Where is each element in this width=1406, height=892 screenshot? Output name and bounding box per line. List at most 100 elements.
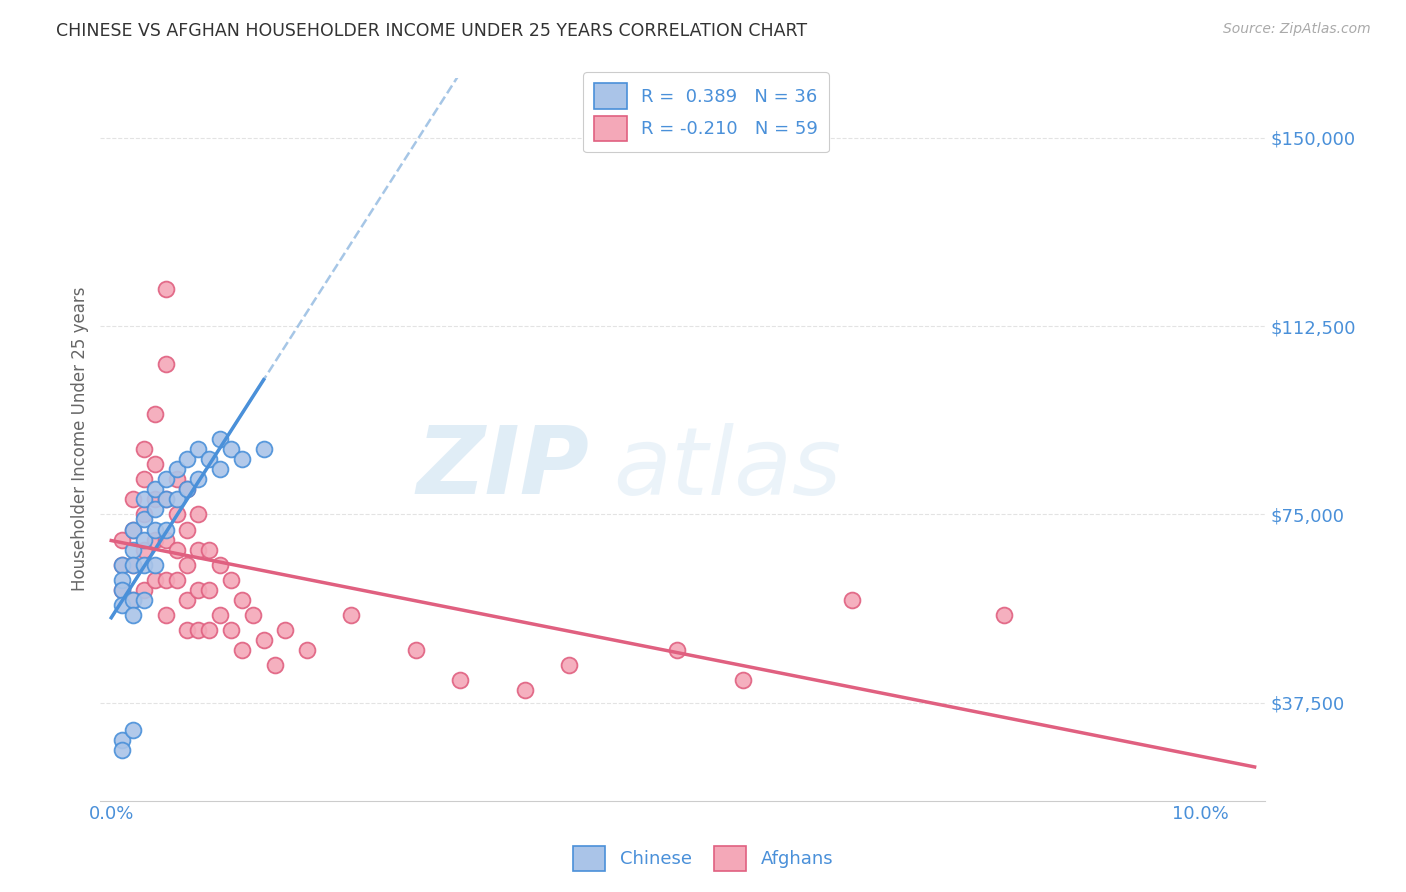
Point bbox=[187, 582, 209, 597]
Point bbox=[449, 673, 471, 687]
Point bbox=[166, 492, 188, 507]
Point bbox=[111, 582, 134, 597]
Point bbox=[253, 442, 276, 457]
Point bbox=[263, 658, 285, 673]
Point bbox=[143, 558, 166, 572]
Point bbox=[132, 533, 155, 547]
Point bbox=[132, 592, 155, 607]
Point bbox=[155, 607, 177, 622]
Point bbox=[405, 643, 427, 657]
Point bbox=[231, 643, 253, 657]
Point bbox=[122, 592, 145, 607]
Point bbox=[143, 502, 166, 516]
Point bbox=[176, 623, 198, 637]
Point bbox=[122, 592, 145, 607]
Point bbox=[132, 512, 155, 526]
Text: ZIP: ZIP bbox=[416, 422, 589, 514]
Point bbox=[198, 623, 221, 637]
Point bbox=[166, 472, 188, 486]
Point bbox=[122, 558, 145, 572]
Point bbox=[231, 452, 253, 467]
Point bbox=[209, 607, 232, 622]
Point bbox=[143, 483, 166, 497]
Point bbox=[198, 582, 221, 597]
Point bbox=[219, 573, 242, 587]
Point bbox=[513, 683, 536, 698]
Point bbox=[132, 558, 155, 572]
Point bbox=[111, 733, 134, 747]
Point bbox=[155, 357, 177, 371]
Point bbox=[155, 492, 177, 507]
Point bbox=[176, 452, 198, 467]
Point bbox=[166, 462, 188, 476]
Point bbox=[122, 723, 145, 738]
Text: CHINESE VS AFGHAN HOUSEHOLDER INCOME UNDER 25 YEARS CORRELATION CHART: CHINESE VS AFGHAN HOUSEHOLDER INCOME UND… bbox=[56, 22, 807, 40]
Point bbox=[132, 542, 155, 557]
Point bbox=[231, 592, 253, 607]
Point bbox=[122, 542, 145, 557]
Text: Source: ZipAtlas.com: Source: ZipAtlas.com bbox=[1223, 22, 1371, 37]
Legend: R =  0.389   N = 36, R = -0.210   N = 59: R = 0.389 N = 36, R = -0.210 N = 59 bbox=[583, 72, 830, 153]
Point bbox=[143, 492, 166, 507]
Point bbox=[209, 462, 232, 476]
Point bbox=[111, 573, 134, 587]
Point bbox=[274, 623, 297, 637]
Point bbox=[143, 533, 166, 547]
Point bbox=[166, 542, 188, 557]
Point bbox=[219, 442, 242, 457]
Point bbox=[557, 658, 579, 673]
Point bbox=[666, 643, 689, 657]
Y-axis label: Householder Income Under 25 years: Householder Income Under 25 years bbox=[72, 287, 89, 591]
Point bbox=[176, 523, 198, 537]
Point bbox=[111, 598, 134, 612]
Point bbox=[155, 533, 177, 547]
Point bbox=[166, 573, 188, 587]
Point bbox=[111, 533, 134, 547]
Point bbox=[122, 523, 145, 537]
Point bbox=[176, 558, 198, 572]
Point bbox=[111, 743, 134, 757]
Point bbox=[132, 508, 155, 522]
Point bbox=[122, 558, 145, 572]
Point bbox=[132, 472, 155, 486]
Point bbox=[841, 592, 863, 607]
Point bbox=[176, 483, 198, 497]
Point bbox=[143, 407, 166, 421]
Point bbox=[993, 607, 1015, 622]
Point bbox=[198, 542, 221, 557]
Point bbox=[176, 592, 198, 607]
Point bbox=[340, 607, 363, 622]
Point bbox=[155, 573, 177, 587]
Point bbox=[187, 542, 209, 557]
Point bbox=[187, 442, 209, 457]
Point bbox=[132, 442, 155, 457]
Point bbox=[219, 623, 242, 637]
Point bbox=[731, 673, 754, 687]
Point bbox=[143, 523, 166, 537]
Point bbox=[132, 582, 155, 597]
Point bbox=[132, 492, 155, 507]
Point bbox=[176, 483, 198, 497]
Point bbox=[209, 432, 232, 446]
Text: atlas: atlas bbox=[613, 423, 841, 514]
Point bbox=[155, 523, 177, 537]
Legend: Chinese, Afghans: Chinese, Afghans bbox=[565, 838, 841, 879]
Point bbox=[187, 623, 209, 637]
Point bbox=[187, 508, 209, 522]
Point bbox=[155, 281, 177, 295]
Point bbox=[297, 643, 319, 657]
Point bbox=[143, 457, 166, 471]
Point bbox=[253, 632, 276, 647]
Point bbox=[111, 582, 134, 597]
Point bbox=[198, 452, 221, 467]
Point bbox=[187, 472, 209, 486]
Point bbox=[242, 607, 264, 622]
Point bbox=[122, 607, 145, 622]
Point bbox=[111, 558, 134, 572]
Point bbox=[122, 492, 145, 507]
Point bbox=[166, 508, 188, 522]
Point bbox=[155, 492, 177, 507]
Point bbox=[111, 558, 134, 572]
Point bbox=[143, 573, 166, 587]
Point bbox=[155, 472, 177, 486]
